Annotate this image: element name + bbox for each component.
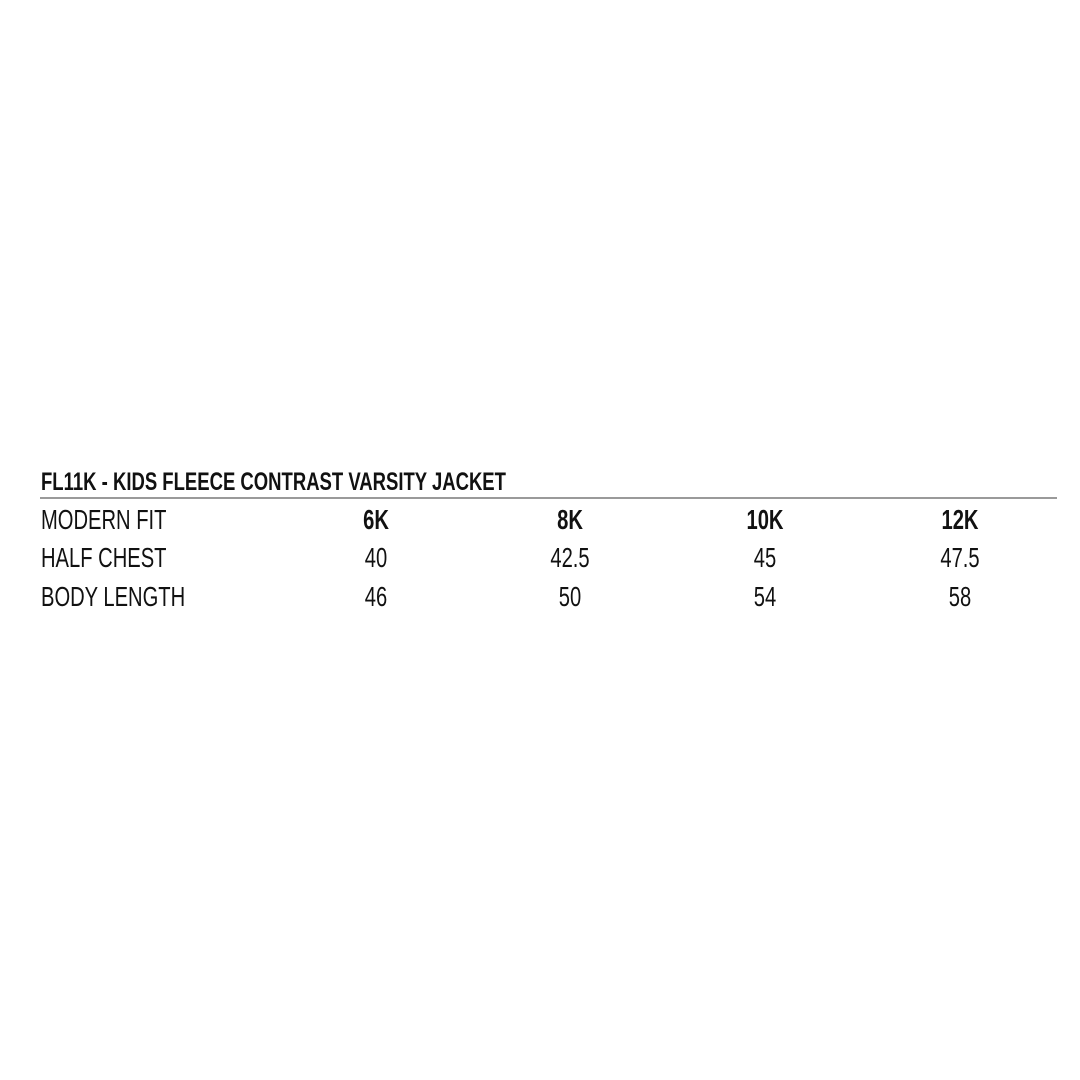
cell: 40 <box>364 542 388 573</box>
cell: 45 <box>753 542 777 573</box>
size-header: 10K <box>746 504 784 535</box>
row-label: BODY LENGTH <box>41 581 186 612</box>
cell: 58 <box>948 581 972 612</box>
product-title: FL11K - KIDS FLEECE CONTRAST VARSITY JAC… <box>41 468 506 496</box>
row-label: MODERN FIT <box>41 504 167 535</box>
size-header: 12K <box>941 504 979 535</box>
cell: 46 <box>364 581 388 612</box>
cell: 50 <box>558 581 582 612</box>
title-divider <box>40 497 1057 499</box>
cell: 47.5 <box>940 542 980 573</box>
size-header: 8K <box>557 504 583 535</box>
row-label: HALF CHEST <box>41 542 167 573</box>
cell: 42.5 <box>550 542 590 573</box>
cell: 54 <box>753 581 777 612</box>
size-header: 6K <box>363 504 389 535</box>
